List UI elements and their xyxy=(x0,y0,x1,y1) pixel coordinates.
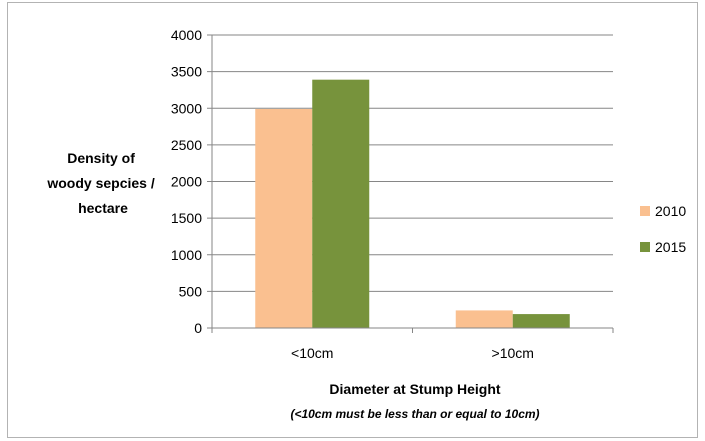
y-tick-label: 0 xyxy=(194,320,202,336)
x-tick-label: <10cm xyxy=(291,345,333,361)
y-tick-label: 1000 xyxy=(171,247,202,263)
bar-2015-lt10cm xyxy=(312,79,370,329)
y-tick-label: 3500 xyxy=(171,64,202,80)
y-axis-label-line: woody sepcies / xyxy=(46,175,154,191)
x-axis-label: Diameter at Stump Height xyxy=(329,381,500,397)
y-tick-label: 2500 xyxy=(171,137,202,153)
legend-swatch-2010 xyxy=(640,206,650,216)
bar-2010-gt10cm xyxy=(455,310,513,328)
legend: 2010 2015 xyxy=(640,203,686,255)
y-tick-label: 500 xyxy=(179,283,203,299)
legend-label-2010: 2010 xyxy=(655,203,686,219)
x-axis-note: (<10cm must be less than or equal to 10c… xyxy=(290,407,539,421)
legend-swatch-2015 xyxy=(640,242,650,252)
y-tick-label: 3000 xyxy=(171,100,202,116)
y-axis-label-line: Density of xyxy=(67,150,135,166)
y-axis-ticks: 0 500 1000 1500 2000 2500 3000 3500 4000 xyxy=(171,27,212,336)
y-tick-label: 4000 xyxy=(171,27,202,43)
x-axis-ticks: <10cm >10cm xyxy=(211,328,614,361)
y-axis-label-line: hectare xyxy=(78,200,128,216)
x-tick-label: >10cm xyxy=(492,345,534,361)
bars xyxy=(255,79,570,329)
y-tick-label: 1500 xyxy=(171,210,202,226)
legend-label-2015: 2015 xyxy=(655,239,686,255)
y-tick-label: 2000 xyxy=(171,174,202,190)
y-axis-label: Density of woody sepcies / hectare xyxy=(46,150,158,216)
bar-2010-lt10cm xyxy=(255,108,313,328)
bar-2015-gt10cm xyxy=(512,314,570,328)
